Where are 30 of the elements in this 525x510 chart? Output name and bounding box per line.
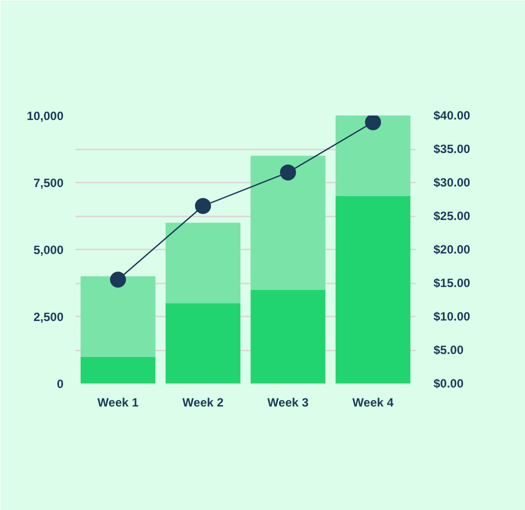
y2-tick-label: $10.00 [434, 310, 471, 324]
y2-tick-label: $40.00 [434, 108, 471, 122]
y2-tick-label: $20.00 [434, 242, 471, 256]
bar [166, 303, 240, 384]
point [195, 198, 211, 214]
bar [250, 290, 326, 384]
y2-tick-label: $35.00 [434, 142, 471, 156]
y2-tick-label: $30.00 [434, 176, 471, 190]
bar [80, 356, 156, 384]
y2-tick-label: $15.00 [434, 276, 471, 290]
bar [166, 222, 240, 304]
bar [80, 276, 156, 357]
y2-tick-label: $0.00 [434, 376, 464, 390]
x-tick-label: Week 3 [267, 396, 309, 410]
x-tick-label: Week 4 [352, 396, 394, 410]
y-tick-label: 0 [56, 377, 64, 391]
y-tick-label: 7,500 [33, 176, 64, 190]
y-tick-label: 10,000 [26, 109, 64, 123]
x-tick-label: Week 2 [182, 396, 224, 410]
bar [336, 116, 410, 196]
point [365, 116, 381, 130]
y2-tick-label: $25.00 [434, 209, 471, 223]
y-tick-label: 2,500 [33, 310, 64, 324]
y-tick-label: 5,000 [33, 243, 64, 257]
bar [336, 196, 410, 384]
y2-tick-label: $5.00 [434, 343, 464, 357]
bar [250, 156, 326, 290]
x-tick-label: Week 1 [97, 396, 139, 410]
point [110, 272, 126, 288]
point [280, 164, 296, 180]
